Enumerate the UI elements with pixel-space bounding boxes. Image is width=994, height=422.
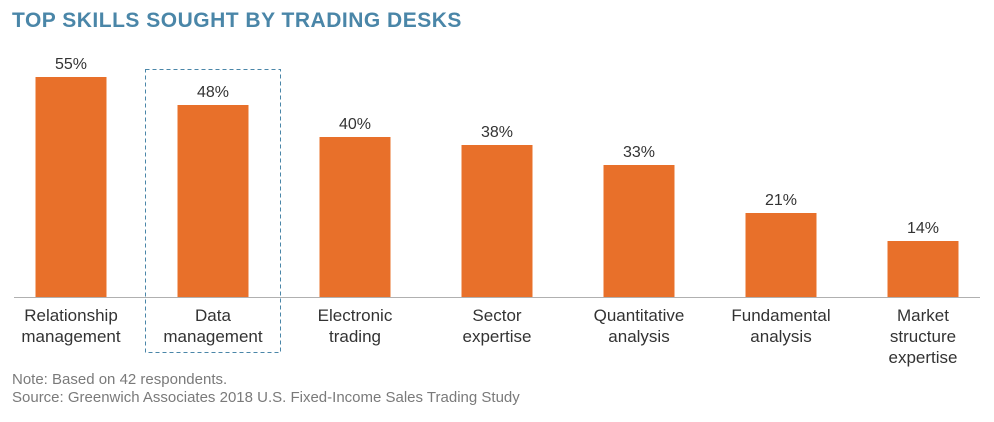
bar bbox=[603, 165, 675, 297]
bar bbox=[461, 145, 533, 297]
category-label: Market bbox=[897, 306, 949, 325]
category-label: expertise bbox=[463, 327, 532, 346]
category-label: Fundamental bbox=[731, 306, 830, 325]
category-label: Electronic bbox=[318, 306, 393, 325]
category-label: Quantitative bbox=[594, 306, 685, 325]
data-label: 21% bbox=[765, 192, 797, 209]
category-label: trading bbox=[329, 327, 381, 346]
data-label: 33% bbox=[623, 144, 655, 161]
category-label: Data bbox=[195, 306, 231, 325]
source-text: Source: Greenwich Associates 2018 U.S. F… bbox=[12, 389, 520, 406]
category-label: Sector bbox=[472, 306, 521, 325]
data-label: 38% bbox=[481, 124, 513, 141]
bar bbox=[887, 241, 959, 297]
data-label: 55% bbox=[55, 56, 87, 73]
note-text: Note: Based on 42 respondents. bbox=[12, 371, 228, 388]
category-label: management bbox=[163, 327, 263, 346]
category-label: analysis bbox=[750, 327, 811, 346]
category-label: management bbox=[21, 327, 121, 346]
category-label: structure bbox=[890, 327, 956, 346]
chart-title: TOP SKILLS SOUGHT BY TRADING DESKS bbox=[12, 9, 462, 32]
data-label: 14% bbox=[907, 220, 939, 237]
bar bbox=[177, 105, 249, 297]
data-label: 40% bbox=[339, 116, 371, 133]
highlight-box bbox=[145, 69, 281, 353]
category-label: Relationship bbox=[24, 306, 118, 325]
category-label: analysis bbox=[608, 327, 669, 346]
bar bbox=[745, 213, 817, 297]
bar bbox=[35, 77, 107, 297]
category-label: expertise bbox=[889, 348, 958, 367]
bar bbox=[319, 137, 391, 297]
data-label: 48% bbox=[197, 84, 229, 101]
